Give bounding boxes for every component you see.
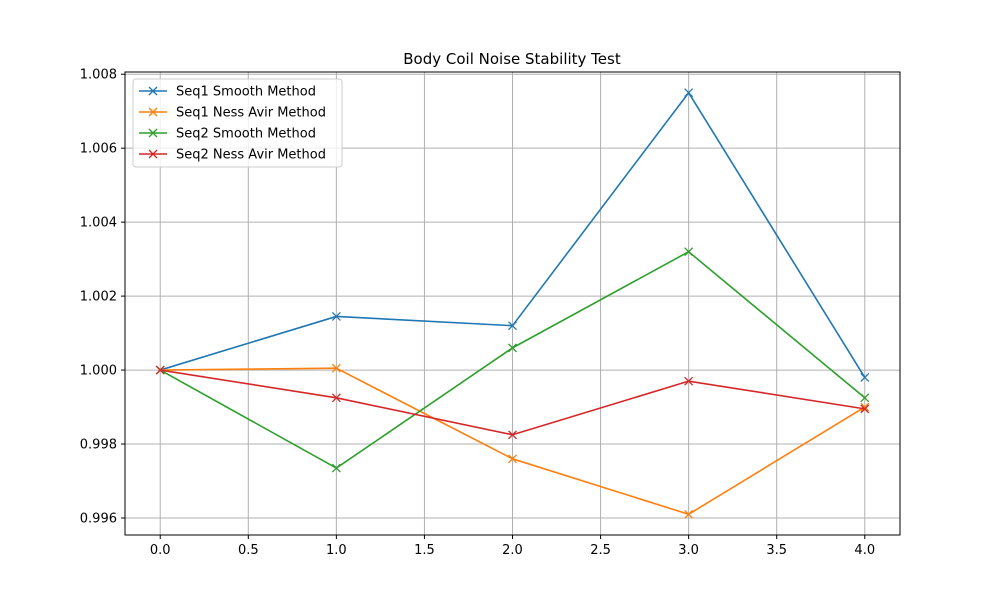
y-tick-label: 0.998 [80,438,117,453]
legend-item: Seq1 Smooth Method [139,85,316,100]
y-tick-label: 1.006 [80,142,117,157]
data-point-marker [331,311,341,321]
legend-marker [148,86,158,96]
legend-label: Seq2 Smooth Method [176,127,316,142]
data-point-marker [684,247,694,257]
legend-marker [148,149,158,159]
grid-lines [125,72,900,535]
legend-marker [148,128,158,138]
series-seq2-ness-avir-method [155,365,870,440]
data-point-marker [508,321,517,331]
x-tick-label: 3.0 [678,543,699,558]
data-point-marker [860,373,870,382]
data-point-marker [860,404,870,414]
data-point-marker [331,463,341,473]
data-point-marker [508,343,517,353]
data-point-marker [155,365,165,375]
series-layer [155,88,870,519]
x-axis: 0.0 0.5 1.0 1.5 2.0 2.5 3.0 3.5 4.0 [150,535,875,558]
y-tick-label: 1.000 [80,364,117,379]
legend-item: Seq2 Ness Avir Method [139,148,326,163]
series-seq2-smooth-method [155,247,870,473]
data-point-marker [331,363,341,373]
data-point-marker [684,88,694,98]
data-point-marker [860,393,870,403]
legend-box [132,78,343,168]
x-tick-label: 1.5 [414,543,435,558]
data-point-marker [508,430,517,440]
data-point-marker [508,454,517,464]
legend-item: Seq1 Ness Avir Method [139,106,326,121]
data-point-marker [684,376,694,386]
legend-item: Seq2 Smooth Method [139,127,316,142]
y-axis: 0.996 0.998 1.000 1.002 1.004 1.006 1.008 [80,68,125,526]
series-seq1-smooth-method [155,88,870,382]
data-point-marker [860,402,870,412]
data-point-marker [684,509,694,519]
legend-label: Seq2 Ness Avir Method [176,148,326,163]
x-tick-label: 3.5 [766,543,787,558]
chart-title: Body Coil Noise Stability Test [403,50,621,68]
x-tick-label: 1.0 [326,543,347,558]
data-point-marker [331,393,341,403]
y-tick-label: 1.002 [80,290,117,305]
x-tick-label: 0.5 [238,543,259,558]
x-tick-label: 4.0 [854,543,875,558]
x-tick-label: 0.0 [150,543,171,558]
y-tick-label: 0.996 [80,511,117,526]
legend-label: Seq1 Ness Avir Method [176,106,326,121]
x-tick-label: 2.5 [590,543,611,558]
x-tick-label: 2.0 [502,543,523,558]
legend: Seq1 Smooth Method Seq1 Ness Avir Method S… [132,78,343,168]
legend-marker [148,107,158,117]
y-tick-label: 1.008 [80,68,117,83]
y-tick-label: 1.004 [80,216,117,231]
legend-label: Seq1 Smooth Method [176,85,316,100]
